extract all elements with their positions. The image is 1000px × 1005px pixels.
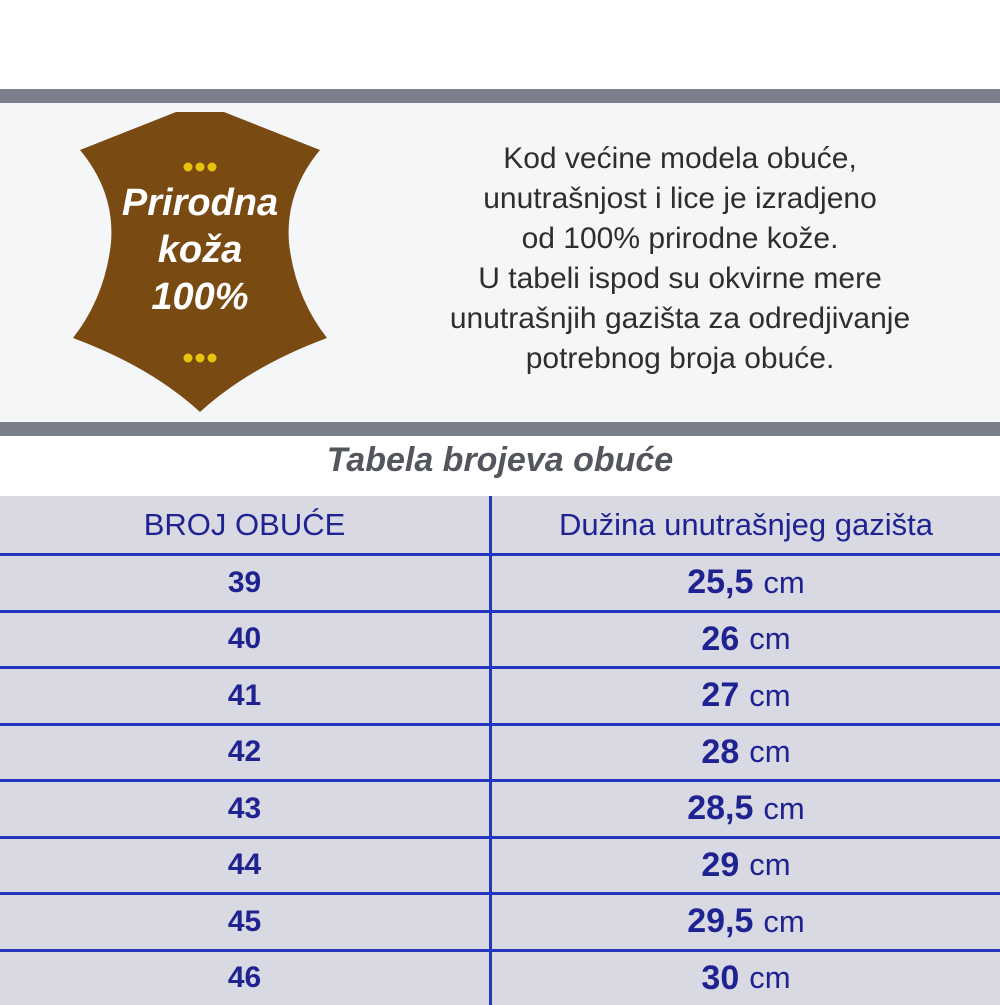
intro-line: unutrašnjih gazišta za odredjivanje <box>370 299 990 339</box>
size-cell: 39 <box>0 556 492 610</box>
size-cell: 41 <box>0 669 492 723</box>
badge-line-3: 100% <box>151 274 248 321</box>
intro-line: unutrašnjost i lice je izradjeno <box>370 179 990 219</box>
length-value: 28 <box>701 733 739 772</box>
intro-line: od 100% prirodne kože. <box>370 219 990 259</box>
size-cell: 44 <box>0 839 492 893</box>
length-cell: 26 cm <box>492 613 1000 667</box>
length-unit: cm <box>749 847 790 883</box>
intro-line: Kod većine modela obuće, <box>370 139 990 179</box>
length-unit: cm <box>749 678 790 714</box>
size-cell: 46 <box>0 952 492 1005</box>
length-cell: 27 cm <box>492 669 1000 723</box>
table-row: 46 30 cm <box>0 949 1000 1005</box>
length-value: 26 <box>701 620 739 659</box>
length-unit: cm <box>749 960 790 996</box>
table-body: 39 25,5 cm 40 26 cm 41 27 cm 42 28 cm <box>0 553 1000 1005</box>
length-value: 29 <box>701 846 739 885</box>
table-row: 43 28,5 cm <box>0 779 1000 836</box>
length-unit: cm <box>763 565 804 601</box>
length-unit: cm <box>749 621 790 657</box>
size-cell: 42 <box>0 726 492 780</box>
length-cell: 29 cm <box>492 839 1000 893</box>
leather-badge: Prirodna koža 100% <box>73 112 327 413</box>
length-cell: 30 cm <box>492 952 1000 1005</box>
table-row: 40 26 cm <box>0 610 1000 667</box>
length-cell: 29,5 cm <box>492 895 1000 949</box>
leather-info-panel: Prirodna koža 100% Kod većine modela obu… <box>0 103 1000 422</box>
length-value: 29,5 <box>687 902 753 941</box>
column-header-size: BROJ OBUĆE <box>0 496 492 553</box>
table-row: 41 27 cm <box>0 666 1000 723</box>
badge-line-2: koža <box>158 227 242 274</box>
column-header-length: Dužina unutrašnjeg gazišta <box>492 496 1000 553</box>
length-cell: 28 cm <box>492 726 1000 780</box>
table-row: 39 25,5 cm <box>0 553 1000 610</box>
length-value: 30 <box>701 959 739 998</box>
length-value: 27 <box>701 676 739 715</box>
size-table: BROJ OBUĆE Dužina unutrašnjeg gazišta 39… <box>0 496 1000 1005</box>
length-cell: 25,5 cm <box>492 556 1000 610</box>
table-row: 42 28 cm <box>0 723 1000 780</box>
badge-text: Prirodna koža 100% <box>73 100 327 401</box>
divider-bar-bottom <box>0 422 1000 436</box>
size-cell: 43 <box>0 782 492 836</box>
length-unit: cm <box>749 734 790 770</box>
length-value: 28,5 <box>687 789 753 828</box>
table-row: 44 29 cm <box>0 836 1000 893</box>
intro-line: potrebnog broja obuće. <box>370 339 990 379</box>
length-unit: cm <box>763 904 804 940</box>
intro-line: U tabeli ispod su okvirne mere <box>370 259 990 299</box>
size-cell: 40 <box>0 613 492 667</box>
table-row: 45 29,5 cm <box>0 892 1000 949</box>
table-header-row: BROJ OBUĆE Dužina unutrašnjeg gazišta <box>0 496 1000 553</box>
intro-text: Kod većine modela obuće,unutrašnjost i l… <box>370 139 990 379</box>
size-cell: 45 <box>0 895 492 949</box>
length-unit: cm <box>763 791 804 827</box>
length-cell: 28,5 cm <box>492 782 1000 836</box>
table-title: Tabela brojeva obuće <box>0 441 1000 480</box>
badge-line-1: Prirodna <box>122 180 278 227</box>
length-value: 25,5 <box>687 563 753 602</box>
